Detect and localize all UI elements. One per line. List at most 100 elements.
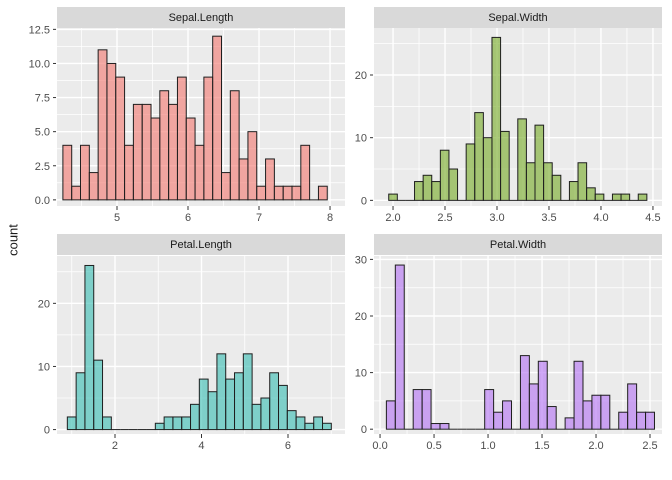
histogram-bar	[80, 144, 90, 201]
y-tick-label: 0	[361, 424, 367, 436]
x-axis: 2 4 6	[112, 434, 291, 452]
y-tick-label: 5.0	[35, 127, 50, 139]
histogram-bar	[551, 174, 562, 201]
x-tick-label: 2.0	[385, 212, 400, 224]
facet-strip-sepal-width: Sepal.Width	[374, 7, 662, 28]
histogram-bar	[154, 422, 165, 431]
y-tick-label: 10.0	[29, 58, 50, 70]
histogram-bar	[627, 383, 638, 430]
x-axis: 2.0 2.5 3.0 3.5 4.0 4.5	[385, 206, 661, 224]
x-tick-label: 0.5	[426, 440, 441, 452]
histogram-bar	[84, 264, 95, 431]
histogram-bar	[394, 264, 405, 430]
histogram-bar	[159, 90, 170, 201]
y-tick-label: 10	[355, 133, 367, 145]
histogram-bar	[176, 76, 187, 201]
histogram-bar	[286, 410, 297, 431]
x-tick-label: 7	[256, 212, 262, 224]
x-tick-label: 5	[114, 212, 120, 224]
histogram-bar	[313, 416, 324, 431]
x-tick-label: 6	[185, 212, 191, 224]
histogram-bar	[93, 359, 104, 431]
histogram-bar	[421, 389, 432, 430]
histogram-bar	[115, 76, 126, 201]
y-tick-label: 0	[44, 425, 50, 437]
facet-title-petal-width: Petal.Width	[489, 238, 547, 251]
histogram-bar	[591, 394, 602, 430]
histogram-bar	[97, 49, 108, 201]
facet-panel-sepal-length: 5 6 7 8 0.0 2.5 5.0 7.5 10.0 12.5	[29, 24, 345, 224]
histogram-bar	[172, 416, 183, 431]
histogram-bar	[141, 103, 152, 201]
histogram-bar	[594, 193, 605, 201]
x-tick-label: 2.5	[642, 440, 657, 452]
histogram-bar	[300, 144, 311, 201]
histogram-bar	[568, 181, 579, 201]
histogram-bar	[482, 137, 493, 201]
histogram-bar	[465, 143, 476, 201]
histogram-bar	[185, 117, 196, 201]
histogram-bar	[412, 389, 423, 430]
histogram-bar	[62, 144, 73, 201]
histogram-bar	[577, 162, 588, 201]
histogram-bar	[537, 360, 548, 430]
histogram-bar	[265, 158, 275, 201]
histogram-bar	[247, 131, 258, 201]
histogram-bar	[528, 383, 539, 430]
y-axis: 0 10 20	[38, 298, 56, 437]
y-tick-label: 7.5	[35, 93, 50, 105]
histogram-bar	[75, 372, 86, 431]
histogram-bar	[517, 118, 527, 201]
histogram-bar	[260, 397, 271, 431]
histogram-bar	[620, 193, 631, 201]
histogram-bar	[203, 76, 214, 201]
y-tick-label: 0	[361, 195, 367, 207]
histogram-bar	[181, 416, 192, 431]
histogram-bar	[88, 172, 99, 201]
y-axis: 0.0 2.5 5.0 7.5 10.0 12.5	[29, 24, 56, 207]
histogram-bar	[431, 181, 441, 201]
x-tick-label: 6	[285, 440, 291, 452]
histogram-bar	[322, 422, 332, 431]
histogram-bar	[238, 158, 249, 201]
y-tick-label: 30	[355, 254, 367, 266]
facet-panel-sepal-width: 2.0 2.5 3.0 3.5 4.0 4.5 0 10 20	[355, 28, 662, 224]
facet-title-petal-length: Petal.Length	[170, 238, 232, 251]
histogram-bar	[163, 416, 174, 431]
histogram-bar	[150, 117, 161, 201]
histogram-bar	[448, 168, 459, 201]
histogram-bar	[102, 416, 112, 431]
x-axis: 5 6 7 8	[114, 206, 333, 224]
histogram-bar	[278, 384, 288, 431]
histogram-bar	[194, 144, 205, 201]
histogram-bar	[600, 394, 611, 430]
histogram-bar	[546, 406, 557, 430]
y-tick-label: 0.0	[35, 195, 50, 207]
histogram-bar	[439, 149, 450, 201]
histogram-bar	[132, 103, 143, 201]
histogram-bar	[618, 411, 629, 430]
facet-title-sepal-width: Sepal.Width	[488, 11, 548, 24]
histogram-bar	[251, 403, 262, 431]
histogram-bar	[564, 417, 575, 430]
histogram-bar	[611, 193, 622, 201]
histogram-bar	[242, 353, 253, 431]
histogram-bar	[66, 416, 77, 431]
histogram-bars	[62, 35, 328, 201]
facet-panel-petal-width: 0.0 0.5 1.0 1.5 2.0 2.5 0 10 20 30	[355, 254, 662, 452]
histogram-bar	[484, 389, 495, 430]
facet-strip-petal-width: Petal.Width	[374, 234, 662, 255]
histogram-bar	[474, 112, 484, 201]
histogram-bar	[124, 144, 134, 201]
facet-panel-petal-length: 2 4 6 0 10 20	[38, 256, 345, 452]
y-axis: 0 10 20	[355, 70, 373, 207]
y-tick-label: 10	[355, 368, 367, 380]
y-tick-label: 12.5	[29, 24, 50, 36]
x-tick-label: 2.5	[437, 212, 452, 224]
x-tick-label: 4	[198, 440, 204, 452]
histogram-bar	[304, 422, 315, 431]
histogram-bar	[573, 360, 584, 430]
histogram-bar	[414, 181, 424, 201]
